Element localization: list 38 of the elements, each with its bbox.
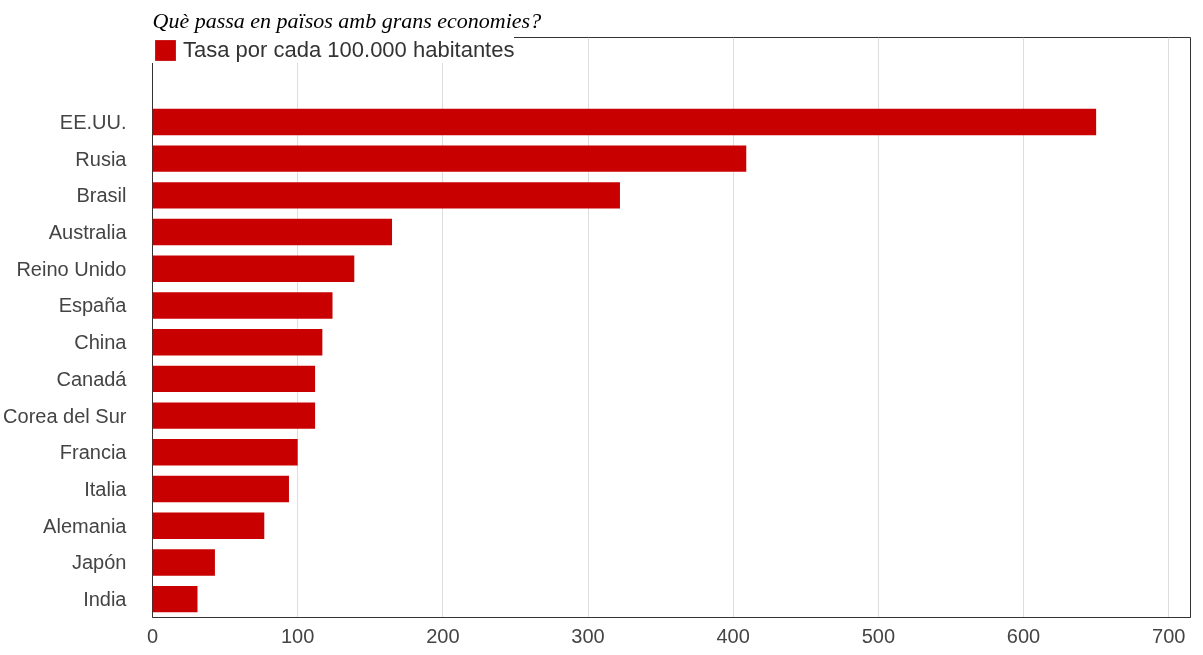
- x-tick-label: 500: [861, 624, 896, 647]
- y-tick-label: Francia: [59, 441, 128, 464]
- bar: [152, 512, 265, 539]
- y-tick-label: Alemania: [43, 514, 128, 537]
- x-tick-label: 300: [571, 624, 605, 647]
- bar: [152, 108, 1097, 136]
- bar: [152, 182, 620, 209]
- bar: [152, 328, 323, 356]
- bar: [152, 292, 333, 319]
- bar: [152, 255, 355, 282]
- y-tick-label: Japón: [72, 551, 127, 574]
- y-tick-label: India: [83, 588, 128, 611]
- y-tick-label: Rusia: [75, 147, 128, 170]
- y-tick-label: Corea del Sur: [3, 404, 127, 427]
- bar: [152, 475, 289, 503]
- bar: [152, 218, 393, 246]
- x-tick-label: 100: [280, 624, 315, 647]
- legend-label: Tasa por cada 100.000 habitantes: [183, 37, 515, 63]
- y-tick-label: EE.UU.: [59, 110, 127, 133]
- x-tick-label: 600: [1006, 624, 1041, 647]
- chart-title: Què passa en països amb grans economies?: [152, 7, 542, 33]
- y-tick-label: España: [58, 294, 128, 317]
- y-tick-label: China: [74, 331, 128, 354]
- x-tick-label: 700: [1152, 624, 1186, 647]
- x-tick-label: 0: [146, 624, 159, 647]
- y-tick-label: Italia: [84, 478, 128, 501]
- y-tick-label: Canadá: [56, 367, 128, 390]
- bar: [152, 549, 215, 576]
- bar: [152, 439, 298, 466]
- x-tick-label: 200: [426, 624, 460, 647]
- y-tick-label: Brasil: [76, 184, 127, 207]
- bar: [152, 402, 316, 429]
- y-tick-label: Australia: [48, 221, 128, 244]
- bar: [152, 585, 198, 613]
- y-tick-label: Reino Unido: [16, 257, 127, 280]
- x-tick-label: 400: [716, 624, 750, 647]
- bar: [152, 145, 747, 172]
- bar: [152, 365, 316, 393]
